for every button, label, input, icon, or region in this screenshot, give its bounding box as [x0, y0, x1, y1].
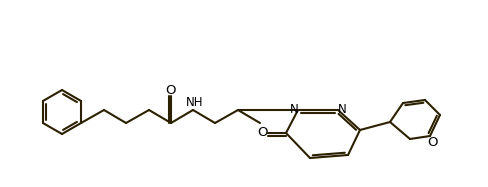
Text: N: N	[289, 102, 298, 116]
Text: O: O	[166, 84, 176, 96]
Text: NH: NH	[186, 96, 204, 108]
Text: O: O	[258, 126, 268, 140]
Text: O: O	[428, 137, 438, 149]
Text: N: N	[338, 102, 346, 116]
